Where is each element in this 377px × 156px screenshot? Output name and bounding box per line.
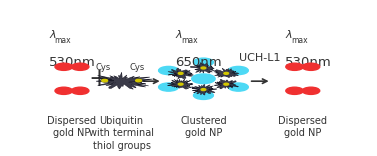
Text: Cys: Cys (129, 63, 145, 72)
Circle shape (201, 89, 206, 90)
Text: max: max (291, 36, 308, 45)
Circle shape (286, 87, 303, 94)
Text: Clustered
gold NP: Clustered gold NP (180, 116, 227, 138)
Text: $\mathit{\lambda}$: $\mathit{\lambda}$ (175, 28, 183, 40)
Text: 530nm: 530nm (49, 56, 95, 69)
Polygon shape (167, 79, 193, 89)
Circle shape (224, 72, 228, 74)
Circle shape (55, 87, 72, 94)
Circle shape (286, 63, 303, 70)
Text: max: max (54, 36, 71, 45)
Text: max: max (181, 36, 198, 45)
Circle shape (201, 67, 206, 69)
Circle shape (159, 66, 178, 75)
Circle shape (71, 63, 89, 70)
Circle shape (71, 87, 89, 94)
Text: Ubiquitin
with terminal
thiol groups: Ubiquitin with terminal thiol groups (89, 116, 154, 151)
Circle shape (228, 66, 248, 75)
Text: 650nm: 650nm (175, 56, 222, 69)
Polygon shape (192, 84, 217, 95)
Circle shape (159, 83, 178, 91)
Text: Dispersed
gold NP: Dispersed gold NP (48, 116, 97, 138)
Polygon shape (215, 79, 238, 89)
Circle shape (193, 58, 213, 66)
Circle shape (302, 63, 320, 70)
Circle shape (178, 72, 183, 74)
Text: $\mathit{\lambda}$: $\mathit{\lambda}$ (49, 28, 57, 40)
Text: +: + (89, 67, 110, 91)
Circle shape (302, 87, 320, 94)
Text: 530nm: 530nm (285, 56, 332, 69)
Text: UCH-L1: UCH-L1 (239, 53, 280, 63)
Circle shape (178, 83, 183, 85)
Polygon shape (214, 68, 239, 78)
Circle shape (224, 83, 228, 85)
Polygon shape (168, 68, 193, 79)
Polygon shape (96, 72, 152, 89)
Text: Cys: Cys (95, 63, 110, 72)
Circle shape (55, 63, 72, 70)
Text: Dispersed
gold NP: Dispersed gold NP (278, 116, 327, 138)
Circle shape (136, 79, 141, 82)
Circle shape (193, 91, 213, 99)
Circle shape (192, 74, 215, 84)
Circle shape (102, 79, 107, 82)
Polygon shape (190, 63, 215, 73)
Circle shape (228, 83, 248, 91)
Text: $\mathit{\lambda}$: $\mathit{\lambda}$ (285, 28, 293, 40)
